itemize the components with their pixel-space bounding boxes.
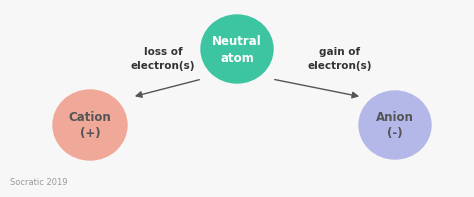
Text: (-): (-) <box>387 127 403 140</box>
Ellipse shape <box>53 90 127 160</box>
Ellipse shape <box>359 91 431 159</box>
Text: Neutral: Neutral <box>212 34 262 47</box>
Text: atom: atom <box>220 51 254 64</box>
Text: (+): (+) <box>80 127 100 140</box>
Text: Cation: Cation <box>69 111 111 124</box>
Text: Socratic 2019: Socratic 2019 <box>10 178 67 187</box>
Text: loss of
electron(s): loss of electron(s) <box>131 47 195 71</box>
Text: gain of
electron(s): gain of electron(s) <box>308 47 372 71</box>
Text: Anion: Anion <box>376 111 414 124</box>
Ellipse shape <box>201 15 273 83</box>
